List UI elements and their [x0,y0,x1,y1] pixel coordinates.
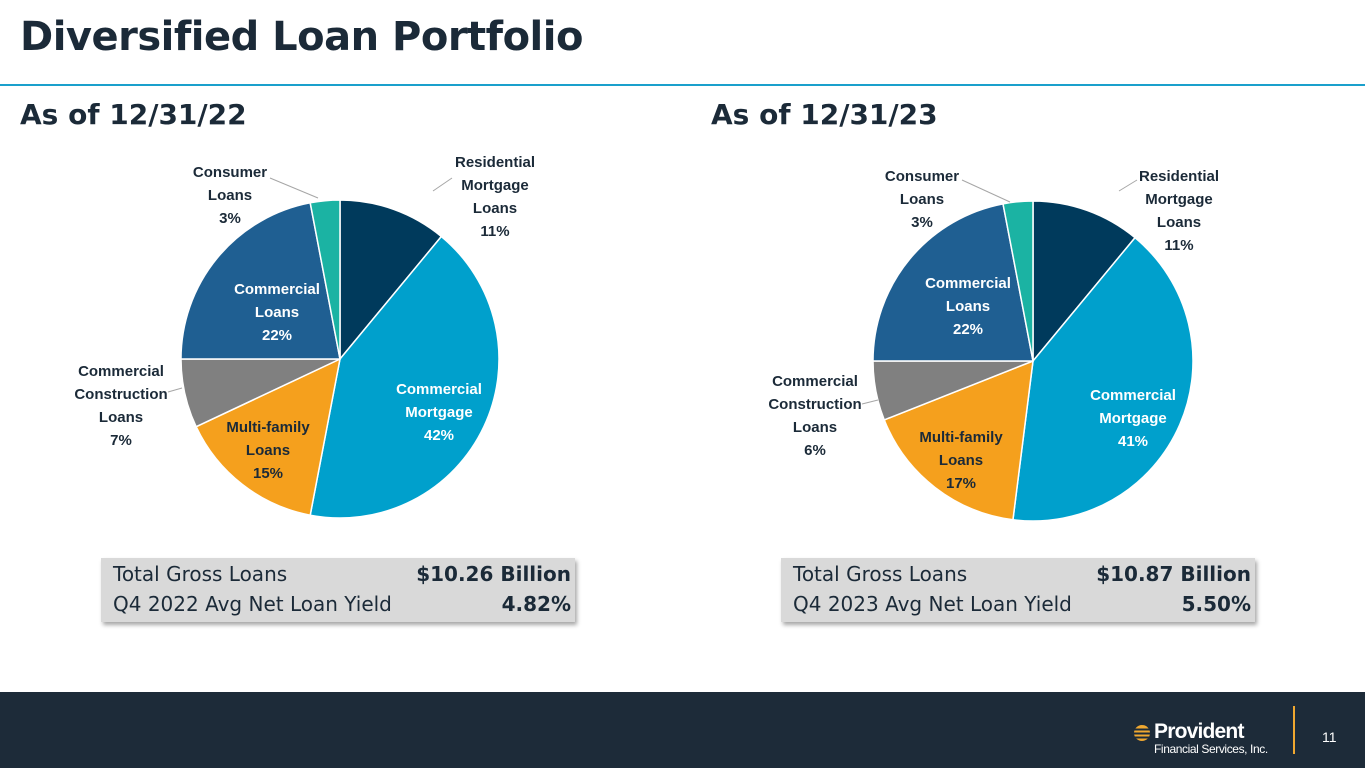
slice-label-consumer: Consumer Loans 3% [885,168,959,231]
chart-title-2022: As of 12/31/22 [20,98,247,131]
slice-label-line: Commercial [1090,387,1176,404]
slice-label-line: Mortgage [405,404,473,421]
pie-slice-consumer [309,199,341,360]
provident-logo-icon [1132,725,1152,741]
slice-label-commercial-construction: Commercial Construction Loans 6% [768,373,861,459]
leader-line-commercial-construction [861,399,879,405]
title-divider [0,84,1365,86]
total-loans-value: $10.87 Billion [1096,562,1251,586]
slice-label-line: Residential [1139,168,1219,185]
pie-slice-residential-mortgage [1032,200,1137,364]
loan-yield-value: 4.82% [501,592,571,616]
total-loans-label: Total Gross Loans [113,562,288,586]
slice-label-line: Commercial [772,373,858,390]
logo-subtitle: Financial Services, Inc. [1154,742,1268,756]
company-logo: Provident Financial Services, Inc. [1132,720,1268,756]
pie-slice-residential-mortgage [339,199,443,362]
pie-slice-multifamily [195,357,342,517]
slice-label-line: Loans [946,298,990,315]
pie-slice-commercial [872,202,1034,362]
slice-label-line: Residential [455,154,535,171]
summary-row-yield: Q4 2023 Avg Net Loan Yield 5.50% [793,592,1251,622]
slice-label-line: 11% [480,223,509,240]
pie-slice-consumer [1002,200,1034,362]
slice-label-line: Mortgage [1099,410,1167,427]
slice-label-line: Loans [1157,214,1201,231]
slice-label-commercial-mortgage: Commercial Mortgage 42% [396,381,482,444]
slice-label-line: Mortgage [1145,191,1213,208]
slice-label-line: Consumer [193,164,267,181]
summary-row-total: Total Gross Loans $10.26 Billion [113,562,571,592]
slice-label-line: 41% [1118,433,1148,450]
page-number: 11 [1322,729,1337,745]
slice-label-line: Multi-family [919,429,1003,446]
slice-label-line: Commercial [396,381,482,398]
total-loans-value: $10.26 Billion [416,562,571,586]
slice-label-line: 3% [911,214,933,231]
slice-label-line: 6% [804,442,826,459]
slice-label-line: 22% [953,321,983,338]
slice-label-line: Loans [900,191,944,208]
slice-label-commercial: Commercial Loans 22% [925,275,1011,338]
leader-line-residential-mortgage [1118,179,1138,192]
slice-label-line: Construction [768,396,861,413]
slice-label-line: Loans [255,304,299,321]
chart-title-2023: As of 12/31/23 [711,98,938,131]
pie-slice-multifamily [883,359,1034,521]
loan-yield-label: Q4 2022 Avg Net Loan Yield [113,592,392,616]
slice-label-multifamily: Multi-family Loans 15% [226,419,310,482]
slice-label-line: 42% [424,427,454,444]
slice-label-line: Consumer [885,168,959,185]
loan-yield-label: Q4 2023 Avg Net Loan Yield [793,592,1072,616]
slice-label-line: Loans [473,200,517,217]
slice-label-multifamily: Multi-family Loans 17% [919,429,1003,492]
slice-label-line: 11% [1164,237,1193,254]
pie-chart-2023: Residential Mortgage Loans 11% Commercial Mor… [768,168,1219,522]
footer-divider [1293,706,1295,754]
loan-yield-value: 5.50% [1181,592,1251,616]
slice-label-commercial: Commercial Loans 22% [234,281,320,344]
leader-line-residential-mortgage [432,177,453,192]
slice-label-line: Multi-family [226,419,310,436]
slice-label-line: Commercial [78,363,164,380]
slice-label-line: Loans [208,187,252,204]
slice-label-line: 15% [253,465,283,482]
slice-label-line: Loans [793,419,837,436]
slice-label-commercial-construction: Commercial Construction Loans 7% [74,363,167,449]
slice-label-line: Loans [246,442,290,459]
slice-label-line: 7% [110,432,132,449]
summary-box-2023: Total Gross Loans $10.87 Billion Q4 2023… [781,558,1255,622]
leader-line-consumer [269,177,319,199]
slice-label-line: 17% [946,475,976,492]
slice-label-line: Construction [74,386,167,403]
slice-label-line: Loans [939,452,983,469]
summary-row-yield: Q4 2022 Avg Net Loan Yield 4.82% [113,592,571,622]
pie-chart-2022: Residential Mortgage Loans 11% Commercial Mor… [74,154,535,519]
slice-label-consumer: Consumer Loans 3% [193,164,267,227]
summary-row-total: Total Gross Loans $10.87 Billion [793,562,1251,592]
pie-slice-commercial-mortgage [309,235,500,519]
pie-slice-commercial [180,201,341,360]
summary-box-2022: Total Gross Loans $10.26 Billion Q4 2022… [101,558,575,622]
slice-label-line: Loans [99,409,143,426]
slice-label-residential-mortgage: Residential Mortgage Loans 11% [455,154,535,240]
total-loans-label: Total Gross Loans [793,562,968,586]
slice-label-line: 22% [262,327,292,344]
slice-label-line: Commercial [925,275,1011,292]
slice-label-line: 3% [219,210,241,227]
leader-line-consumer [961,179,1011,203]
logo-name: Provident [1154,720,1244,743]
slice-label-line: Mortgage [461,177,529,194]
pie-slice-commercial-mortgage [1012,236,1194,522]
slice-label-residential-mortgage: Residential Mortgage Loans 11% [1139,168,1219,254]
slice-label-line: Commercial [234,281,320,298]
slice-label-commercial-mortgage: Commercial Mortgage 41% [1090,387,1176,450]
page-title: Diversified Loan Portfolio [20,14,583,60]
leader-line-commercial-construction [167,387,183,393]
